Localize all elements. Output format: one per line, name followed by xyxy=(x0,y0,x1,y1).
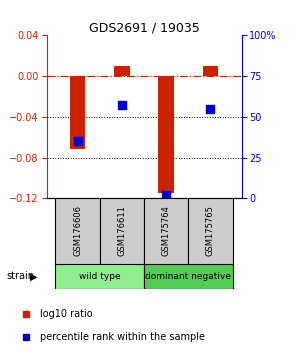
Polygon shape xyxy=(144,264,232,289)
Bar xyxy=(203,66,218,76)
Point xyxy=(119,103,124,108)
Text: strain: strain xyxy=(6,272,34,281)
Text: percentile rank within the sample: percentile rank within the sample xyxy=(40,332,205,342)
Point xyxy=(164,192,169,198)
Text: GSM176606: GSM176606 xyxy=(73,205,82,257)
Text: GSM176611: GSM176611 xyxy=(117,206,126,256)
Title: GDS2691 / 19035: GDS2691 / 19035 xyxy=(88,21,200,34)
Polygon shape xyxy=(100,198,144,264)
Text: ▶: ▶ xyxy=(30,272,38,281)
Polygon shape xyxy=(56,264,144,289)
Bar xyxy=(70,76,85,149)
Text: dominant negative: dominant negative xyxy=(145,272,231,281)
Text: GSM175764: GSM175764 xyxy=(162,206,171,256)
Text: log10 ratio: log10 ratio xyxy=(40,309,92,319)
Polygon shape xyxy=(56,198,100,264)
Point xyxy=(208,106,213,112)
Bar xyxy=(158,76,174,193)
Polygon shape xyxy=(188,198,232,264)
Point xyxy=(251,20,256,25)
Text: GSM175765: GSM175765 xyxy=(206,206,215,256)
Bar xyxy=(114,66,130,76)
Point xyxy=(75,138,80,144)
Polygon shape xyxy=(144,198,188,264)
Point xyxy=(251,229,256,235)
Text: wild type: wild type xyxy=(79,272,121,281)
